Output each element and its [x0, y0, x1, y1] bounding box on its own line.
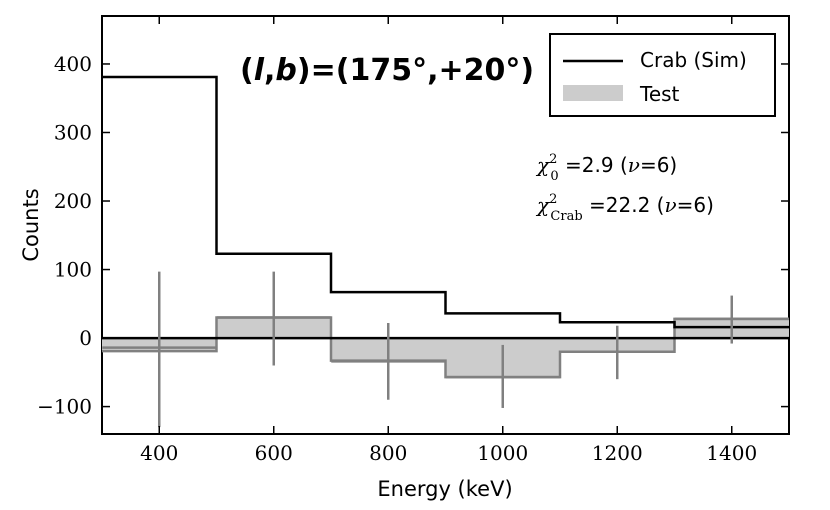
x-axis-title: Energy (keV) [377, 477, 512, 501]
y-tick-label: 0 [79, 326, 92, 350]
ticks-layer: 400 600 800 1000 1200 1400 −100 0 100 200 300 400 [37, 16, 789, 465]
x-tick-label: 1000 [477, 441, 528, 465]
plot-frame [101, 15, 790, 435]
y-axis-title: Counts [19, 188, 43, 261]
x-tick-label: 600 [255, 441, 293, 465]
y-tick-label: 200 [54, 189, 92, 213]
test-step-line [102, 316, 789, 379]
legend-swatch-test [563, 85, 623, 101]
y-tick-label: 400 [54, 52, 92, 76]
y-tick-label: 100 [54, 258, 92, 282]
x-tick-label: 800 [369, 441, 407, 465]
crab-step-line [102, 75, 789, 329]
legend-label-crab: Crab (Sim) [640, 48, 747, 72]
annotation-chi0: χ2 0 =2.9 (ν=6) [535, 152, 677, 184]
annotation-chi-crab: χ2 Crab =22.2 (ν=6) [535, 192, 714, 224]
x-tick-label: 1400 [706, 441, 757, 465]
legend-box [549, 33, 776, 117]
legend-label-test: Test [639, 82, 680, 106]
y-tick-label: 300 [54, 120, 92, 144]
chart-title: (l,b)=(175°,+20°) [240, 53, 534, 88]
x-tick-label: 400 [140, 441, 178, 465]
x-tick-label: 1200 [592, 441, 643, 465]
data-layer [102, 75, 789, 428]
legend: Crab (Sim) Test [549, 33, 776, 117]
y-tick-label: −100 [37, 395, 92, 419]
